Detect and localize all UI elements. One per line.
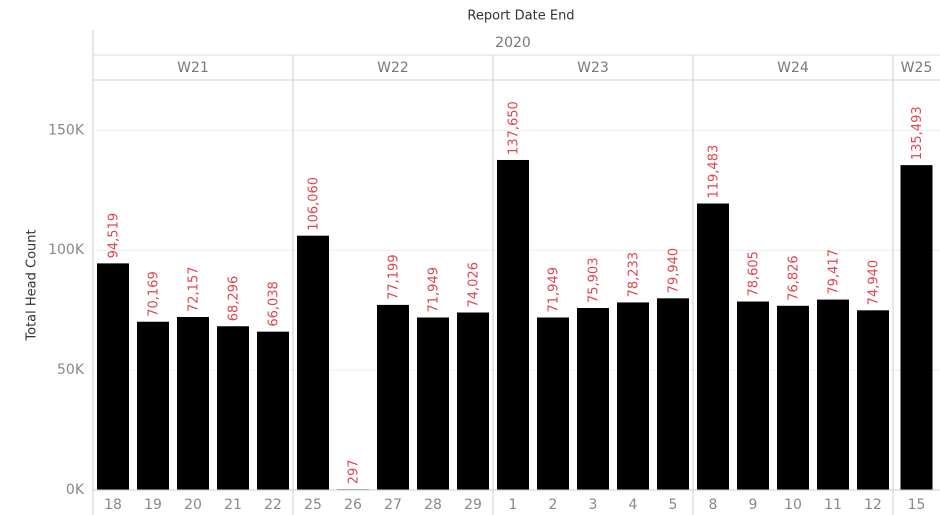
value-label: 74,026 bbox=[467, 262, 482, 308]
x-tick-label: 29 bbox=[464, 497, 482, 513]
x-tick-label: 20 bbox=[184, 497, 202, 513]
value-label: 137,650 bbox=[507, 101, 522, 155]
x-tick-label: 8 bbox=[709, 497, 718, 513]
bar bbox=[577, 308, 609, 490]
x-tick-label: 21 bbox=[224, 497, 242, 513]
bar bbox=[857, 310, 889, 490]
bar bbox=[497, 159, 529, 491]
x-tick-label: 1 bbox=[509, 497, 518, 513]
bar bbox=[137, 321, 169, 490]
x-tick-label: 22 bbox=[264, 497, 282, 513]
bar bbox=[257, 331, 289, 490]
x-tick-label: 15 bbox=[908, 497, 926, 513]
x-tick-label: 27 bbox=[384, 497, 402, 513]
bar bbox=[177, 316, 209, 490]
bar bbox=[297, 235, 329, 490]
bar bbox=[457, 312, 489, 490]
value-label: 72,157 bbox=[187, 266, 202, 312]
bar bbox=[817, 299, 849, 490]
x-tick-label: 12 bbox=[864, 497, 882, 513]
x-tick-label: 26 bbox=[344, 497, 362, 513]
x-tick-label: 4 bbox=[629, 497, 638, 513]
value-label: 71,949 bbox=[427, 267, 442, 313]
bar bbox=[537, 317, 569, 490]
week-label: W25 bbox=[901, 60, 933, 76]
value-label: 135,493 bbox=[910, 106, 925, 160]
y-tick-label: 150K bbox=[48, 122, 85, 138]
year-label: 2020 bbox=[495, 35, 531, 51]
value-label: 106,060 bbox=[307, 177, 322, 231]
bar bbox=[217, 326, 249, 490]
bar bbox=[900, 165, 933, 491]
week-label: W23 bbox=[577, 60, 609, 76]
x-tick-label: 2 bbox=[549, 497, 558, 513]
x-tick-label: 18 bbox=[104, 497, 122, 513]
value-label: 71,949 bbox=[547, 267, 562, 313]
x-tick-label: 10 bbox=[784, 497, 802, 513]
bar bbox=[377, 304, 409, 490]
bar bbox=[417, 317, 449, 490]
value-label: 77,199 bbox=[387, 254, 402, 300]
value-label: 75,903 bbox=[587, 258, 602, 304]
value-label: 94,519 bbox=[107, 213, 122, 259]
value-label: 79,940 bbox=[667, 248, 682, 294]
y-axis-title: Total Head Count bbox=[25, 229, 40, 341]
value-label: 78,233 bbox=[627, 252, 642, 298]
y-tick-label: 100K bbox=[48, 242, 85, 258]
x-tick-label: 19 bbox=[144, 497, 162, 513]
value-label: 68,296 bbox=[227, 276, 242, 322]
value-label: 66,038 bbox=[267, 281, 282, 327]
x-tick-label: 25 bbox=[304, 497, 322, 513]
value-label: 79,417 bbox=[827, 249, 842, 295]
bar bbox=[657, 298, 689, 490]
week-label: W24 bbox=[777, 60, 809, 76]
bar bbox=[97, 263, 129, 490]
x-tick-label: 3 bbox=[589, 497, 598, 513]
week-label: W22 bbox=[377, 60, 409, 76]
bar bbox=[617, 302, 649, 490]
bar bbox=[737, 301, 769, 490]
x-tick-label: 11 bbox=[824, 497, 842, 513]
y-tick-label: 50K bbox=[57, 362, 85, 378]
y-tick-label: 0K bbox=[66, 482, 85, 498]
value-label: 119,483 bbox=[707, 145, 722, 199]
value-label: 78,605 bbox=[747, 251, 762, 297]
x-tick-label: 5 bbox=[669, 497, 678, 513]
x-tick-label: 9 bbox=[749, 497, 758, 513]
bar bbox=[697, 203, 729, 490]
x-axis-title: Report Date End bbox=[467, 9, 574, 24]
x-tick-label: 28 bbox=[424, 497, 442, 513]
week-label: W21 bbox=[177, 60, 209, 76]
bar bbox=[777, 305, 809, 490]
value-label: 76,826 bbox=[787, 255, 802, 301]
value-label: 74,940 bbox=[867, 260, 882, 306]
value-label: 70,169 bbox=[147, 271, 162, 317]
value-label: 297 bbox=[347, 459, 362, 484]
